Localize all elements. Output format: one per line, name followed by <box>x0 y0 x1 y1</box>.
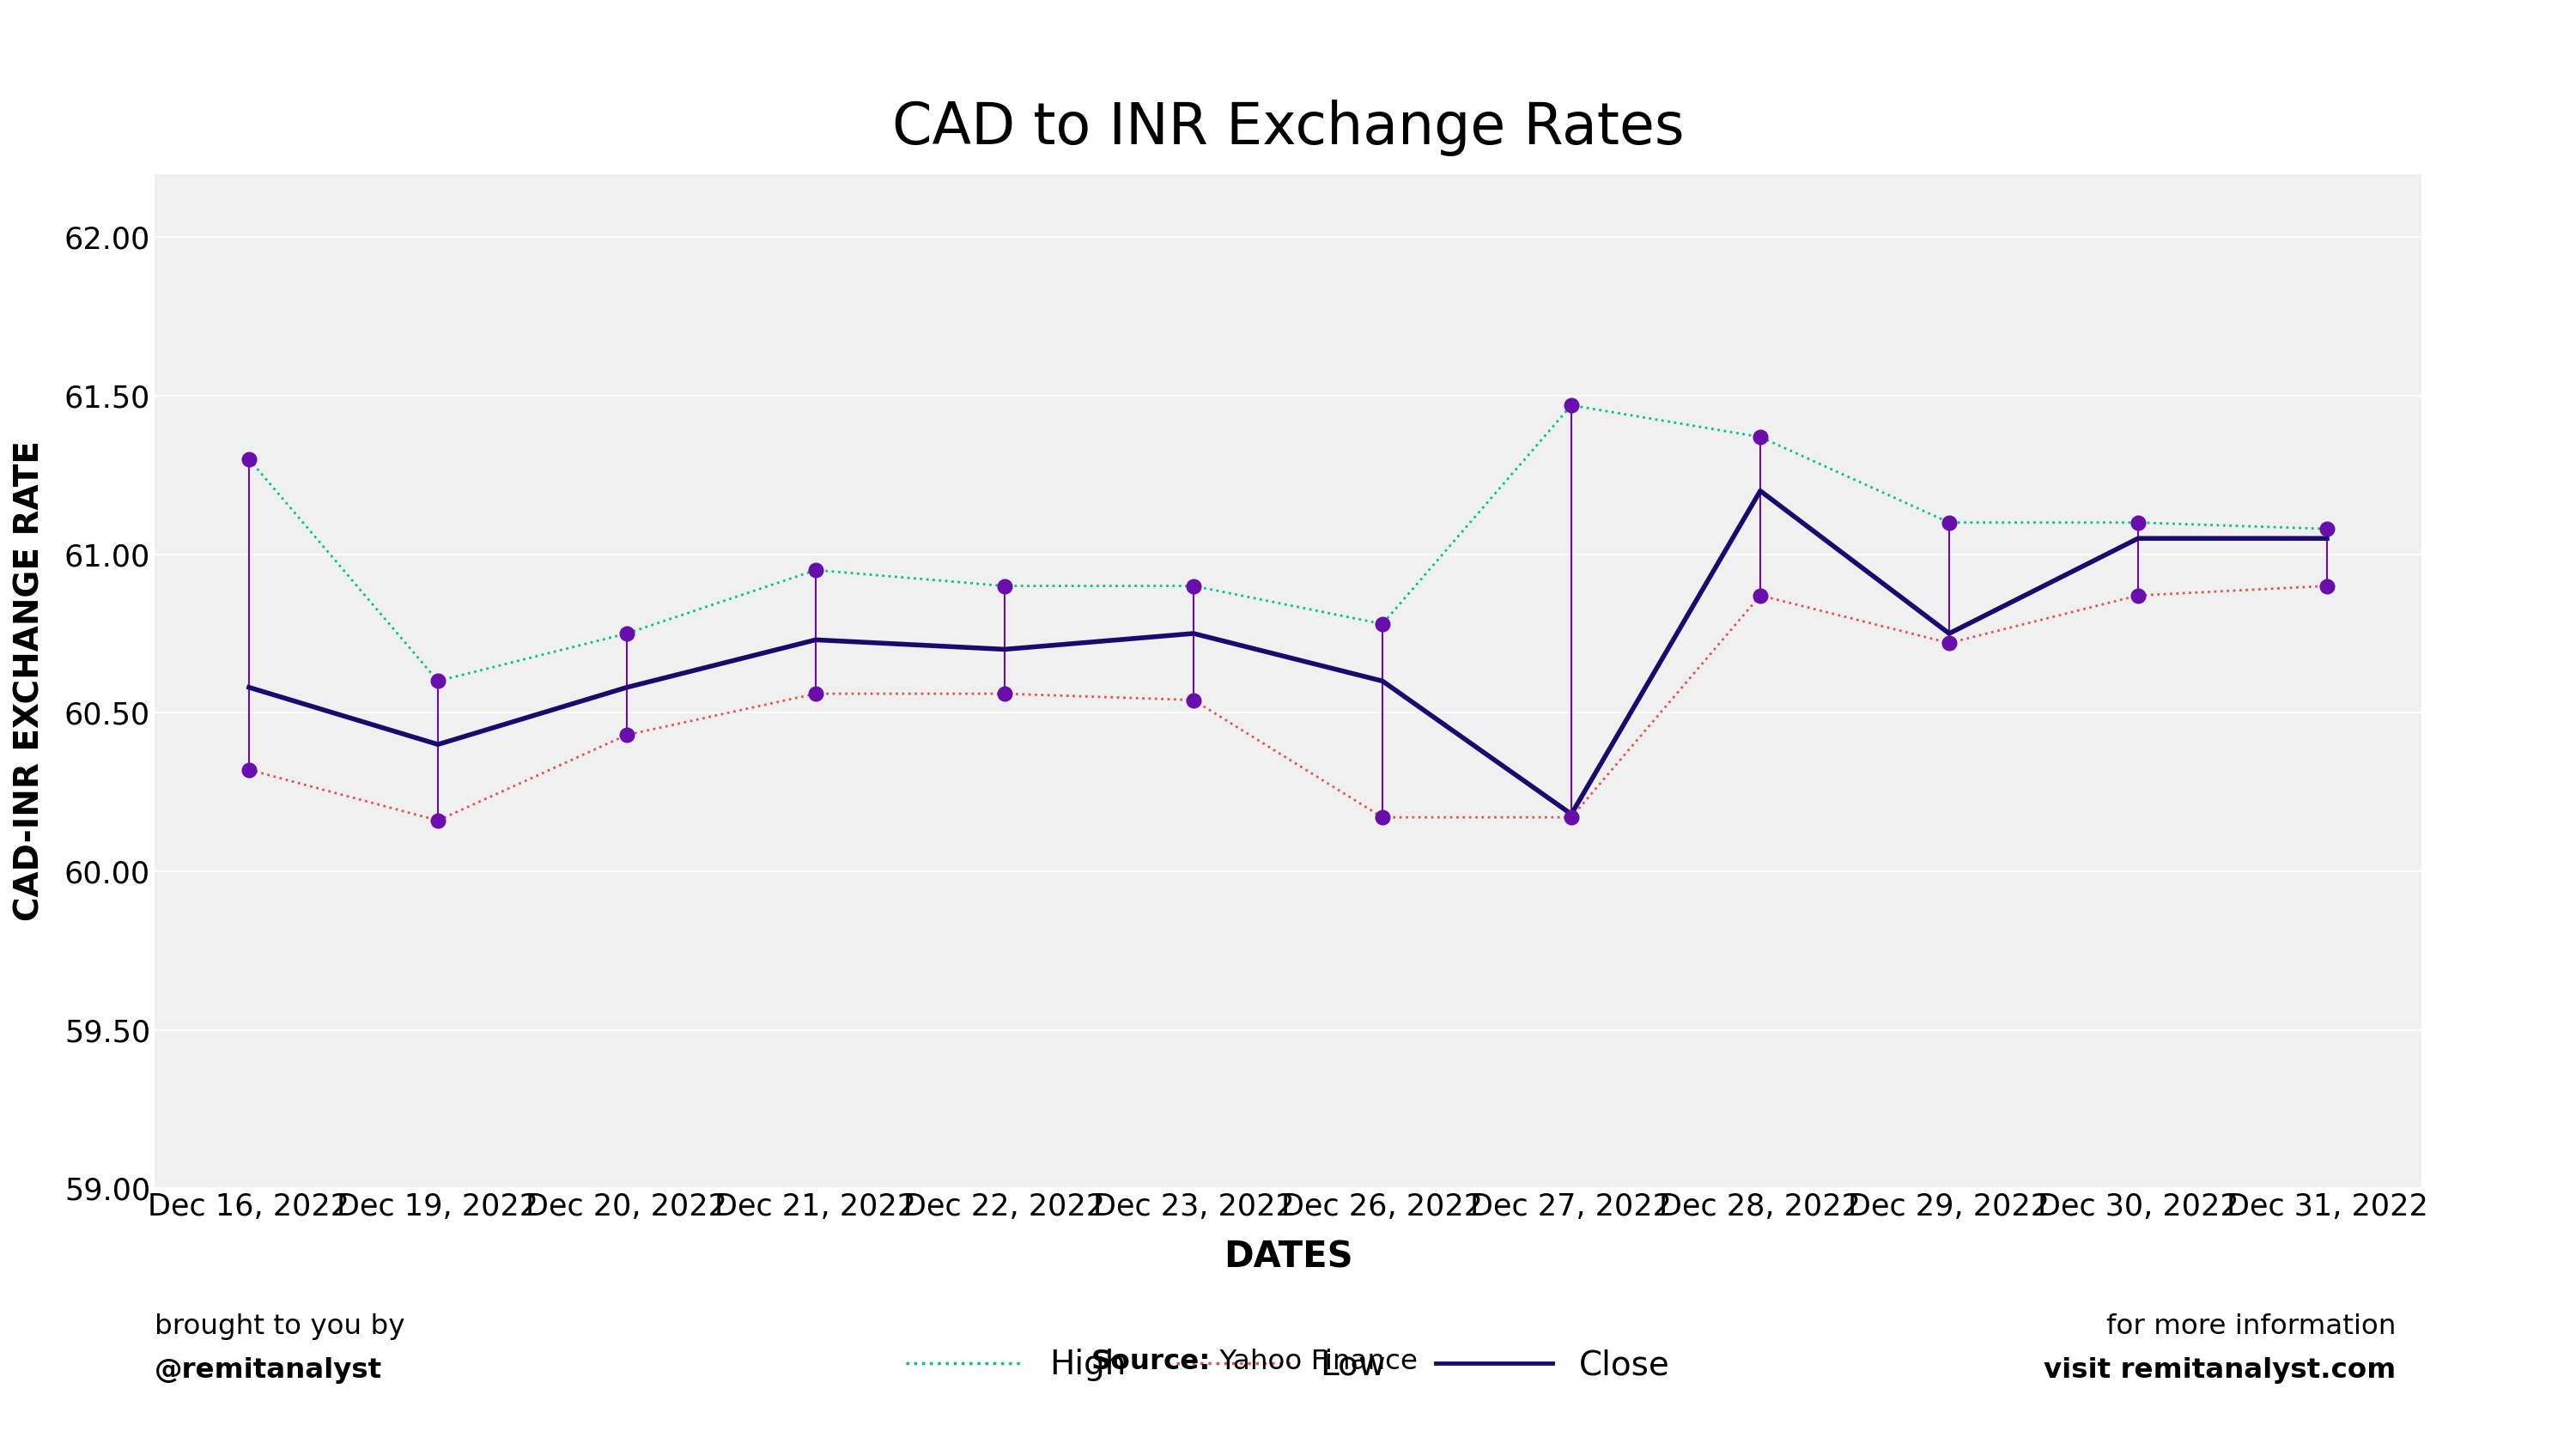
Text: for more information: for more information <box>2107 1314 2396 1340</box>
Title: CAD to INR Exchange Rates: CAD to INR Exchange Rates <box>891 100 1685 156</box>
Text: brought to you by: brought to you by <box>155 1314 404 1340</box>
Text: visit remitanalyst.com: visit remitanalyst.com <box>2043 1358 2396 1384</box>
Y-axis label: CAD-INR EXCHANGE RATE: CAD-INR EXCHANGE RATE <box>13 440 46 922</box>
Text: Source:: Source: <box>1092 1349 1211 1375</box>
Text: @remitanalyst: @remitanalyst <box>155 1358 381 1384</box>
Legend: High, Low, Close: High, Low, Close <box>891 1336 1685 1394</box>
Text: REMITANALYST: REMITANALYST <box>2483 535 2527 914</box>
Text: Yahoo Finance: Yahoo Finance <box>1211 1349 1417 1375</box>
X-axis label: DATES: DATES <box>1224 1239 1352 1275</box>
